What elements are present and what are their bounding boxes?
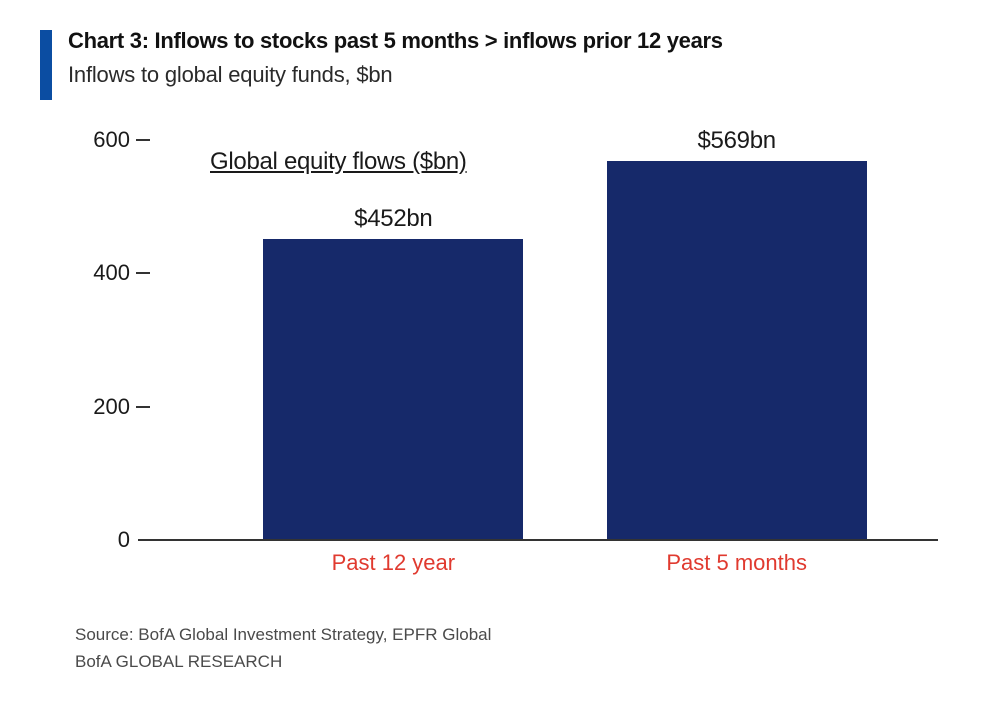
bar-value-label: $569bn: [698, 127, 776, 155]
y-tick-mark: [136, 272, 150, 274]
chart-title: Chart 3: Inflows to stocks past 5 months…: [68, 28, 723, 54]
header-accent-bar: [40, 30, 52, 100]
source-line: Source: BofA Global Investment Strategy,…: [75, 625, 491, 645]
chart-inner-title: Global equity flows ($bn): [210, 148, 467, 176]
y-tick-mark: [136, 406, 150, 408]
x-axis-line: [138, 539, 938, 541]
y-tick-label: 400: [70, 260, 130, 286]
y-tick-label: 0: [70, 527, 130, 553]
chart-subtitle: Inflows to global equity funds, $bn: [68, 62, 392, 88]
y-tick-label: 600: [70, 127, 130, 153]
attribution-line: BofA GLOBAL RESEARCH: [75, 652, 282, 672]
chart-page: Chart 3: Inflows to stocks past 5 months…: [0, 0, 982, 702]
bar-past-5-months: [607, 161, 867, 540]
y-tick-mark: [136, 139, 150, 141]
category-label: Past 12 year: [332, 550, 456, 576]
category-label: Past 5 months: [666, 550, 807, 576]
bar-past-12-year: [263, 239, 523, 540]
bar-value-label: $452bn: [354, 205, 432, 233]
y-tick-label: 200: [70, 394, 130, 420]
plot-region: Global equity flows ($bn) $452bn $569bn: [150, 140, 920, 540]
chart-area: 600 400 200 0 Global equity flows ($bn) …: [60, 120, 940, 600]
